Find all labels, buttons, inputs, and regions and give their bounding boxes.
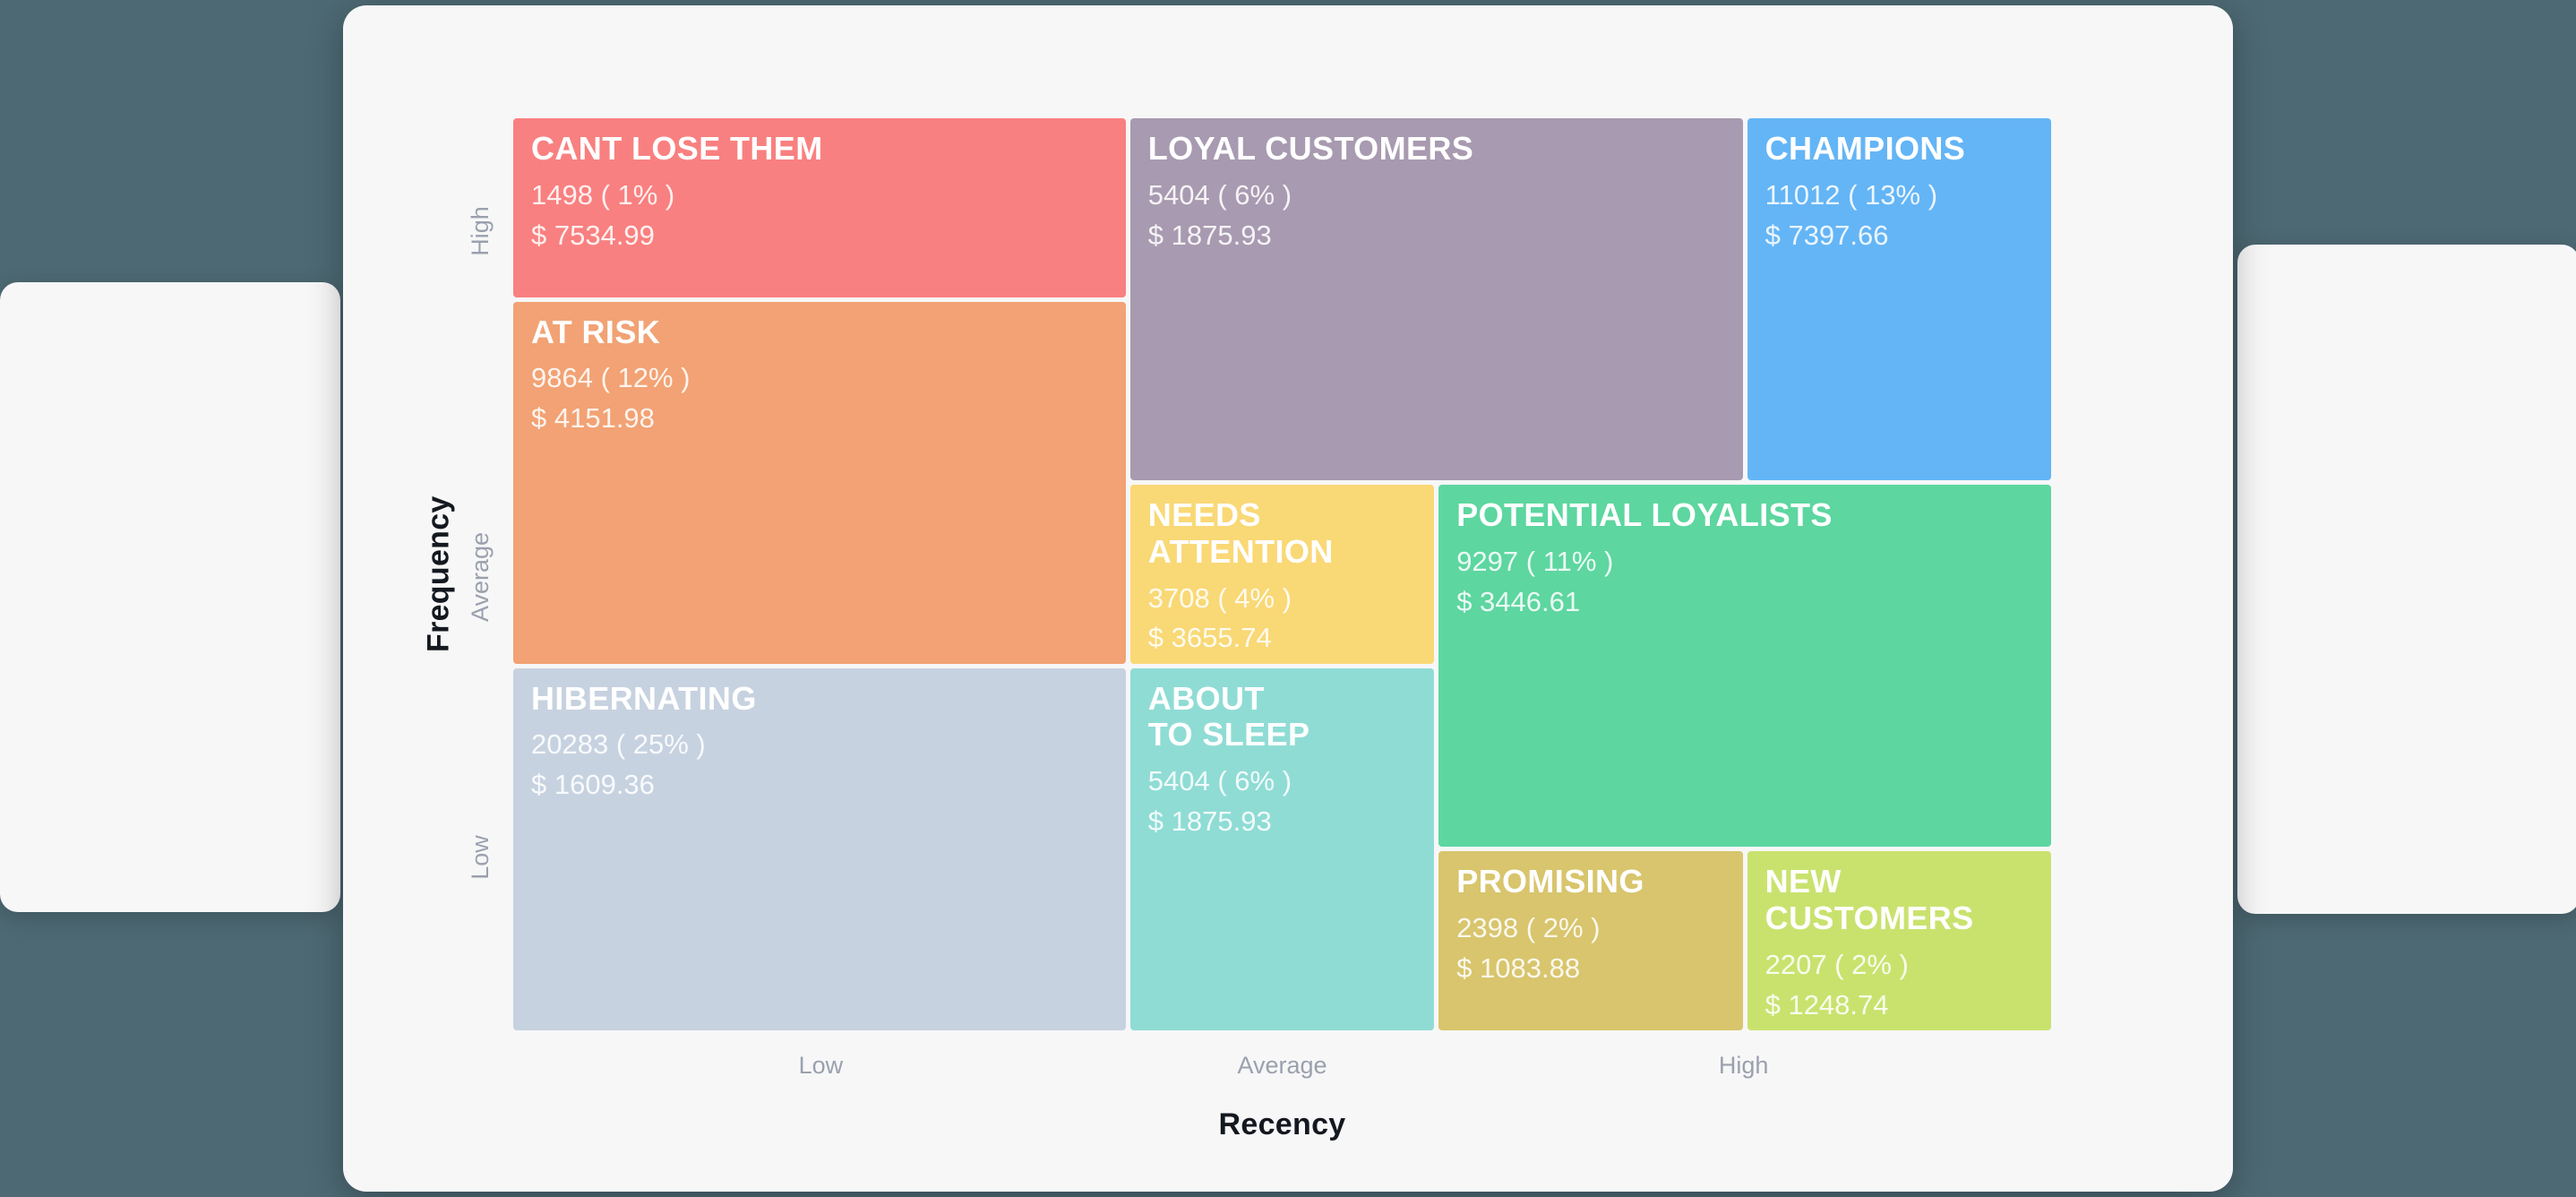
segment-promising[interactable]: PROMISING 2398 ( 2% ) $ 1083.88 xyxy=(1438,851,1743,1030)
segment-monetary: $ 7397.66 xyxy=(1765,219,1889,251)
segment-count: 5404 ( 6% ) xyxy=(1147,765,1292,797)
segment-potential-loyalists[interactable]: POTENTIAL LOYALISTS 9297 ( 11% ) $ 3446.… xyxy=(1438,485,2051,848)
segment-count: 11012 ( 13% ) xyxy=(1765,178,1938,211)
segment-count: 20283 ( 25% ) xyxy=(531,728,706,761)
x-axis-tick-average: Average xyxy=(1237,1052,1327,1079)
background-card-left[interactable] xyxy=(0,282,340,912)
segment-about-to-sleep[interactable]: ABOUT TO SLEEP 5404 ( 6% ) $ 1875.93 xyxy=(1129,667,1435,1030)
x-axis-title: Recency xyxy=(1218,1107,1346,1141)
segment-title: PROMISING xyxy=(1456,863,1644,900)
y-axis-tick-average: Average xyxy=(467,532,494,623)
y-axis-title: Frequency xyxy=(421,495,456,653)
segment-title: NEEDS ATTENTION xyxy=(1147,496,1334,570)
segment-needs-attention[interactable]: NEEDS ATTENTION 3708 ( 4% ) $ 3655.74 xyxy=(1129,485,1435,664)
segment-grid: CANT LOSE THEM 1498 ( 1% ) $ 7534.99 LOY… xyxy=(513,118,2051,1030)
x-axis-tick-high: High xyxy=(1718,1052,1769,1079)
segment-monetary: $ 3655.74 xyxy=(1147,622,1272,654)
segment-count: 2207 ( 2% ) xyxy=(1765,948,1909,980)
segment-count: 9297 ( 11% ) xyxy=(1456,545,1614,577)
segment-champions[interactable]: CHAMPIONS 11012 ( 13% ) $ 7397.66 xyxy=(1747,118,2051,481)
segment-count: 2398 ( 2% ) xyxy=(1456,912,1601,944)
rfm-chart: Frequency High Average Low CANT LOSE THE… xyxy=(422,118,2051,1141)
segment-count: 9864 ( 12% ) xyxy=(531,362,691,394)
y-axis-tick-low: Low xyxy=(467,834,494,880)
segment-monetary: $ 1609.36 xyxy=(531,769,655,801)
segment-title: CHAMPIONS xyxy=(1765,130,1966,167)
segment-title: LOYAL CUSTOMERS xyxy=(1147,130,1474,167)
segment-monetary: $ 1083.88 xyxy=(1456,952,1581,984)
x-axis-tick-low: Low xyxy=(798,1052,844,1079)
segment-title: NEW CUSTOMERS xyxy=(1765,863,1974,937)
chart-card: Frequency High Average Low CANT LOSE THE… xyxy=(343,5,2233,1192)
background-card-right[interactable] xyxy=(2237,245,2576,914)
segment-monetary: $ 7534.99 xyxy=(531,219,655,251)
segment-monetary: $ 1248.74 xyxy=(1765,988,1889,1020)
segment-loyal-customers[interactable]: LOYAL CUSTOMERS 5404 ( 6% ) $ 1875.93 xyxy=(1129,118,1743,481)
segment-title: AT RISK xyxy=(531,313,661,350)
segment-at-risk[interactable]: AT RISK 9864 ( 12% ) $ 4151.98 xyxy=(513,301,1126,664)
y-axis-tick-high: High xyxy=(467,206,494,256)
segment-monetary: $ 3446.61 xyxy=(1456,585,1581,617)
segment-hibernating[interactable]: HIBERNATING 20283 ( 25% ) $ 1609.36 xyxy=(513,667,1126,1030)
segment-monetary: $ 1875.93 xyxy=(1147,219,1272,251)
segment-monetary: $ 4151.98 xyxy=(531,402,655,435)
segment-monetary: $ 1875.93 xyxy=(1147,805,1272,838)
segment-count: 5404 ( 6% ) xyxy=(1147,178,1292,211)
segment-title: POTENTIAL LOYALISTS xyxy=(1456,496,1833,534)
segment-new-customers[interactable]: NEW CUSTOMERS 2207 ( 2% ) $ 1248.74 xyxy=(1747,851,2051,1030)
segment-count: 1498 ( 1% ) xyxy=(531,178,675,211)
segment-title: CANT LOSE THEM xyxy=(531,130,823,167)
segment-title: HIBERNATING xyxy=(531,679,757,717)
segment-cant-lose-them[interactable]: CANT LOSE THEM 1498 ( 1% ) $ 7534.99 xyxy=(513,118,1126,297)
segment-count: 3708 ( 4% ) xyxy=(1147,581,1292,614)
segment-title: ABOUT TO SLEEP xyxy=(1147,679,1310,754)
